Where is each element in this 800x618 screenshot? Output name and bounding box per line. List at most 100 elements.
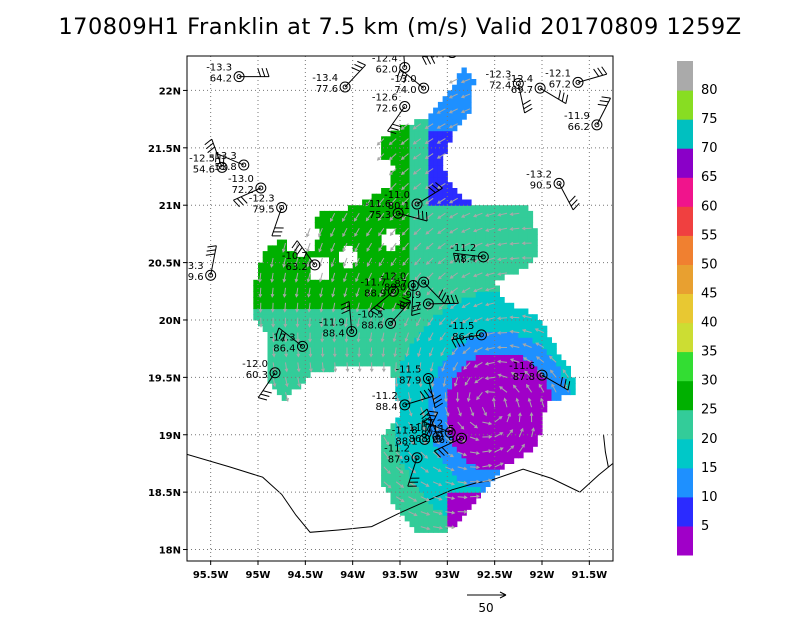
- field-cell: [485, 480, 491, 487]
- field-cell: [329, 256, 335, 264]
- coastline-path: [603, 434, 609, 467]
- wind-barb-feather: [560, 376, 563, 386]
- field-cell: [508, 388, 515, 396]
- wind-vector: [319, 302, 324, 313]
- field-cell: [537, 411, 543, 419]
- field-cell: [333, 337, 339, 344]
- field-cell: [352, 222, 358, 229]
- field-cell: [352, 308, 358, 315]
- field-cell: [314, 314, 321, 321]
- field-cell: [400, 388, 406, 396]
- wind-vector: [369, 362, 374, 373]
- wind-vector: [484, 332, 495, 336]
- field-cell: [508, 268, 515, 275]
- field-cell: [499, 302, 505, 310]
- wind-vector: [345, 347, 349, 358]
- field-cell: [456, 377, 463, 384]
- field-cell: [471, 486, 477, 493]
- field-cell: [400, 457, 406, 464]
- field-cell: [442, 515, 448, 522]
- field-cell: [494, 314, 500, 321]
- field-cell: [442, 342, 448, 350]
- field-cell: [508, 331, 515, 338]
- field-cell: [366, 279, 373, 287]
- field-cell: [504, 365, 510, 373]
- wind-vector: [390, 257, 397, 267]
- field-cell: [494, 452, 500, 459]
- field-cell: [414, 411, 420, 419]
- field-cell: [414, 297, 420, 304]
- field-cell: [518, 417, 524, 424]
- field-cell: [305, 331, 311, 338]
- field-cell: [456, 429, 463, 436]
- field-cell: [433, 406, 439, 413]
- field-cell: [395, 176, 401, 183]
- field-cell: [447, 101, 453, 109]
- field-cell: [485, 279, 491, 287]
- field-cell: [371, 205, 377, 212]
- wind-barb-feather: [428, 410, 438, 413]
- field-cell: [314, 291, 321, 298]
- field-cell: [452, 394, 458, 401]
- field-cell: [319, 342, 325, 350]
- field-cell: [518, 406, 524, 413]
- observation-ring: [534, 82, 546, 94]
- field-cell: [437, 233, 444, 241]
- field-cell: [480, 365, 486, 373]
- wind-vector: [484, 242, 495, 247]
- field-cell: [414, 360, 420, 367]
- wind-vector: [418, 377, 423, 388]
- field-cell: [400, 342, 406, 350]
- wind-vector: [400, 168, 409, 176]
- field-cell: [390, 199, 396, 206]
- field-cell: [499, 440, 505, 447]
- wind-barb-feather: [257, 67, 262, 77]
- field-cell: [305, 285, 311, 292]
- field-cell: [319, 210, 325, 218]
- field-cell: [452, 210, 458, 218]
- field-cell: [319, 239, 325, 246]
- field-cell: [385, 325, 392, 332]
- field-cell: [262, 291, 268, 298]
- field-cell: [376, 314, 382, 321]
- colorbar-swatch: [677, 61, 693, 91]
- field-cell: [362, 210, 368, 218]
- field-cell: [475, 262, 481, 269]
- field-cell: [532, 320, 538, 327]
- observation-marker: -11.888.1: [392, 410, 439, 447]
- wind-vector: [457, 509, 468, 514]
- field-cell: [437, 452, 444, 459]
- field-cell: [305, 297, 311, 304]
- field-cell: [409, 486, 415, 493]
- field-cell: [418, 193, 425, 200]
- field-cell: [485, 274, 491, 281]
- field-cell: [480, 480, 486, 487]
- field-cell: [494, 268, 500, 275]
- field-cell: [414, 342, 420, 350]
- field-cell: [523, 205, 529, 212]
- field-cell: [456, 331, 463, 338]
- field-cell: [333, 314, 339, 321]
- field-cell: [381, 205, 387, 212]
- field-cell: [352, 302, 358, 310]
- wind-vector: [461, 317, 471, 324]
- wind-vector: [534, 328, 545, 334]
- field-cell: [381, 216, 387, 223]
- wind-barb-feather: [421, 56, 427, 65]
- wind-vector: [448, 197, 458, 204]
- field-cell: [456, 440, 463, 447]
- observation-marker: -13.353.8: [211, 151, 250, 173]
- field-cell: [338, 308, 344, 315]
- field-cell: [267, 302, 273, 310]
- field-cell: [418, 159, 425, 166]
- field-cell: [499, 297, 505, 304]
- field-cell: [295, 354, 302, 361]
- observation-marker: -11.786.2: [405, 408, 444, 445]
- wind-vector: [457, 451, 468, 457]
- field-cell: [471, 383, 477, 390]
- wind-barb: [451, 334, 482, 341]
- field-cell: [523, 233, 529, 241]
- field-cell: [461, 337, 467, 344]
- wind-vector: [503, 397, 508, 408]
- field-cell: [518, 348, 524, 355]
